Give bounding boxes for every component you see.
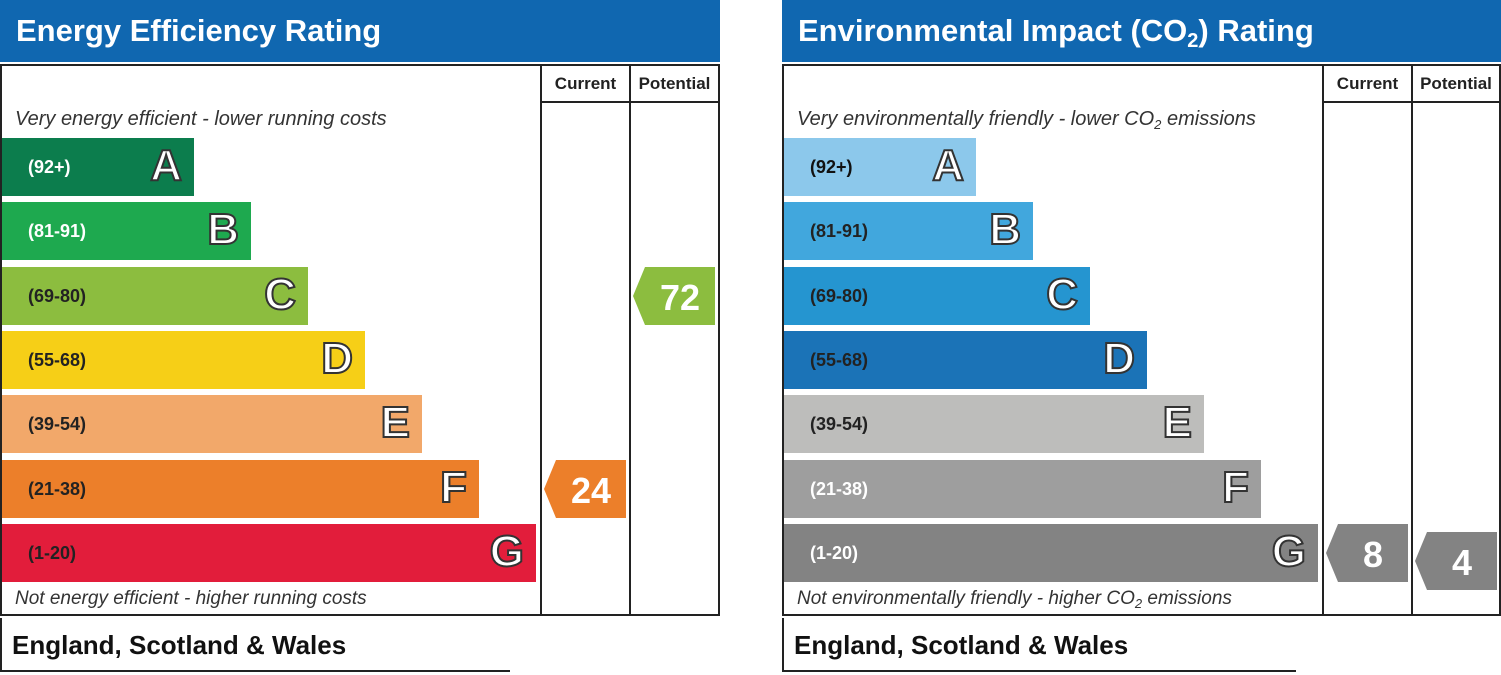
energy-band-e: (39-54) E xyxy=(2,395,422,454)
co2-band-range: (21-38) xyxy=(810,478,869,499)
energy-potential-rating-value: 72 xyxy=(659,276,701,318)
energy-band-d: (55-68) D xyxy=(2,330,365,389)
co2-band-letter: A xyxy=(931,140,965,191)
energy-top-caption: Very energy efficient - lower running co… xyxy=(15,108,387,130)
energy-band-letter: A xyxy=(149,140,183,191)
co2-title: Environmental Impact (CO2) Rating xyxy=(782,0,1501,62)
energy-band-range: (39-54) xyxy=(28,414,87,435)
energy-band-range: (92+) xyxy=(28,157,71,177)
energy-potential-divider xyxy=(629,64,631,616)
energy-footer: England, Scotland & Wales xyxy=(0,618,510,672)
energy-band-f: (21-38) F xyxy=(2,459,479,518)
energy-band-range: (21-38) xyxy=(28,478,87,499)
energy-band-range: (1-20) xyxy=(28,542,77,563)
co2-current-divider xyxy=(1322,64,1324,616)
energy-band-letter: E xyxy=(380,397,411,448)
co2-band-letter: C xyxy=(1045,269,1079,320)
co2-band-range: (92+) xyxy=(810,157,853,177)
co2-current-arrow-shape xyxy=(1326,523,1408,582)
co2-band-range: (1-20) xyxy=(810,542,859,563)
co2-band-g: (1-20) G xyxy=(784,523,1318,582)
co2-header-divider xyxy=(1322,101,1501,103)
co2-band-e: (39-54) E xyxy=(784,395,1204,454)
energy-potential-rating-marker: 72 xyxy=(633,266,715,325)
co2-band-letter: G xyxy=(1271,526,1307,577)
co2-current-header: Current xyxy=(1336,74,1399,93)
co2-current-rating-marker: 8 xyxy=(1326,523,1408,582)
energy-header-divider xyxy=(540,101,720,103)
energy-band-g: (1-20) G xyxy=(2,523,536,582)
energy-band-range: (81-91) xyxy=(28,221,87,242)
co2-bottom-caption: Not environmentally friendly - higher CO… xyxy=(797,588,1232,611)
co2-band-range: (39-54) xyxy=(810,414,869,435)
energy-current-rating-value: 24 xyxy=(570,469,612,511)
co2-band-range: (55-68) xyxy=(810,349,869,370)
co2-footer: England, Scotland & Wales xyxy=(782,618,1296,672)
energy-current-arrow-shape xyxy=(544,459,626,518)
co2-band-f: (21-38) F xyxy=(784,459,1261,518)
co2-potential-arrow-shape xyxy=(1415,531,1497,590)
energy-potential-arrow-shape xyxy=(633,266,715,325)
co2-potential-header: Potential xyxy=(1420,74,1492,93)
energy-current-header: Current xyxy=(554,74,617,93)
co2-band-letter: E xyxy=(1162,397,1193,448)
energy-band-a: (92+) A xyxy=(2,138,194,196)
energy-band-range: (55-68) xyxy=(28,349,87,370)
co2-frame xyxy=(782,64,1501,616)
energy-band-letter: D xyxy=(320,333,354,384)
co2-top-caption: Very environmentally friendly - lower CO… xyxy=(797,108,1256,132)
energy-bottom-caption: Not energy efficient - higher running co… xyxy=(15,588,367,609)
co2-band-letter: D xyxy=(1102,333,1136,384)
co2-band-b: (81-91) B xyxy=(784,202,1033,261)
energy-band-letter: G xyxy=(489,526,525,577)
co2-band-c: (69-80) C xyxy=(784,266,1090,325)
energy-band-letter: B xyxy=(206,204,240,255)
energy-title: Energy Efficiency Rating xyxy=(0,0,720,62)
co2-band-d: (55-68) D xyxy=(784,330,1147,389)
energy-band-range: (69-80) xyxy=(28,285,87,306)
co2-potential-divider xyxy=(1411,64,1413,616)
energy-frame xyxy=(0,64,720,616)
energy-potential-header: Potential xyxy=(638,74,711,93)
energy-band-letter: C xyxy=(263,269,297,320)
co2-band-letter: F xyxy=(1221,462,1250,513)
co2-current-rating-value: 8 xyxy=(1362,533,1384,575)
energy-current-divider xyxy=(540,64,542,616)
co2-potential-rating-value: 4 xyxy=(1451,541,1473,583)
energy-band-b: (81-91) B xyxy=(2,202,251,261)
co2-band-range: (69-80) xyxy=(810,285,869,306)
energy-band-c: (69-80) C xyxy=(2,266,308,325)
co2-band-a: (92+) A xyxy=(784,138,976,196)
co2-band-letter: B xyxy=(988,204,1022,255)
co2-potential-rating-marker: 4 xyxy=(1415,531,1497,590)
energy-band-letter: F xyxy=(439,462,468,513)
energy-current-rating-marker: 24 xyxy=(544,459,626,518)
co2-band-range: (81-91) xyxy=(810,221,869,242)
